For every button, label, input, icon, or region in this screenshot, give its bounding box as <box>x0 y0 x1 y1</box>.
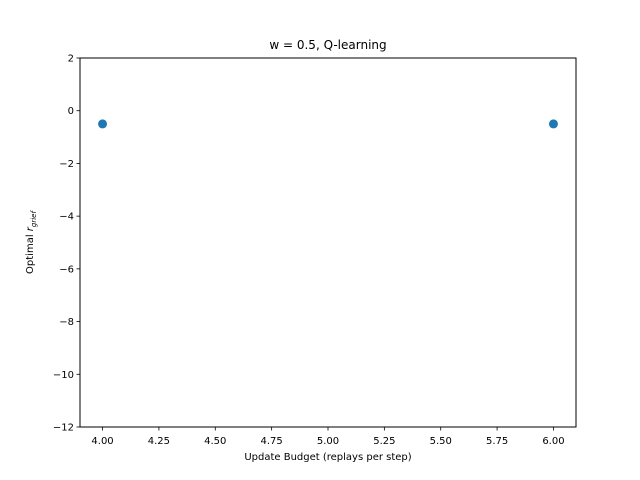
y-tick-label: −2 <box>59 159 74 170</box>
y-axis-label-var: r <box>25 226 36 231</box>
data-point <box>98 119 108 129</box>
y-tick-label: −8 <box>59 317 74 328</box>
y-axis-label: Optimal rgrief <box>25 210 38 274</box>
x-tick-label: 5.75 <box>486 436 508 447</box>
y-axis: 2 0 −2 −4 −6 −8 −10 −12 <box>53 54 80 434</box>
y-tick-label: −12 <box>53 423 74 434</box>
x-axis-label: Update Budget (replays per step) <box>244 452 411 463</box>
x-tick-label: 4.75 <box>261 436 283 447</box>
y-tick-label: −6 <box>59 264 74 275</box>
x-tick-label: 4.25 <box>148 436 170 447</box>
plot-area: 4.00 4.25 4.50 4.75 5.00 5.25 5.50 5.75 6.00 2 0 −… <box>53 54 577 447</box>
chart-title: w = 0.5, Q-learning <box>269 38 386 52</box>
y-axis-label-prefix: Optimal <box>25 231 36 274</box>
y-tick-label: −10 <box>53 370 74 381</box>
y-tick-label: 0 <box>68 106 74 117</box>
y-tick-label: 2 <box>68 54 74 65</box>
x-tick-label: 4.00 <box>91 436 113 447</box>
y-axis-label-sub: grief <box>30 210 38 228</box>
x-tick-label: 5.00 <box>317 436 339 447</box>
data-point <box>548 119 558 129</box>
x-tick-label: 5.50 <box>430 436 452 447</box>
x-tick-label: 4.50 <box>204 436 226 447</box>
y-tick-label: −4 <box>59 212 74 223</box>
scatter-series <box>98 119 558 129</box>
x-tick-label: 5.25 <box>373 436 395 447</box>
x-axis: 4.00 4.25 4.50 4.75 5.00 5.25 5.50 5.75 6.00 <box>91 427 565 447</box>
x-tick-label: 6.00 <box>542 436 564 447</box>
